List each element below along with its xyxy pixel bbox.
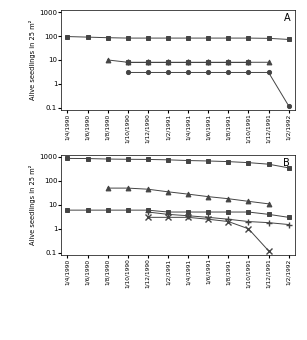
Y-axis label: Alive seedlings in 25 m²: Alive seedlings in 25 m² [29, 165, 37, 245]
Text: B: B [283, 158, 290, 168]
Y-axis label: Alive seedlings in 25 m²: Alive seedlings in 25 m² [29, 20, 37, 100]
Text: A: A [283, 13, 290, 23]
